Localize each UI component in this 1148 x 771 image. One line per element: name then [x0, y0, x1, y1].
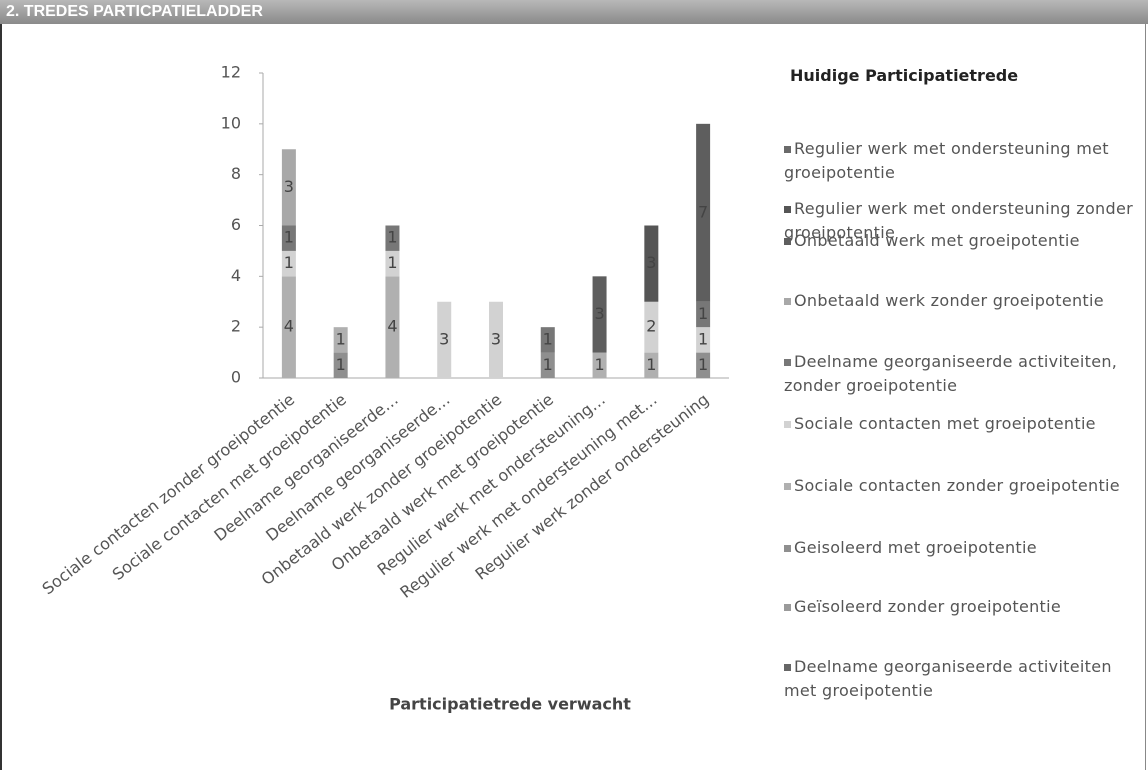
legend-title: Huidige Participatietrede — [790, 66, 1019, 85]
bar-segment — [333, 327, 348, 353]
legend-entry: Sociale contacten met groeipotentie — [784, 412, 1134, 436]
value-label: 4 — [387, 317, 397, 336]
value-label: 1 — [387, 228, 397, 247]
x-tick-label: Sociale contacten met groeipotentie — [109, 390, 350, 584]
bar-segment — [437, 301, 452, 378]
bar-segment — [540, 352, 555, 378]
legend-entry: Geïsoleerd zonder groeipotentie — [784, 595, 1134, 619]
y-tick-label: 4 — [231, 266, 241, 285]
bar-segment — [644, 225, 659, 302]
legend-swatch — [784, 483, 791, 490]
bar-segment — [592, 352, 607, 378]
y-tick-label: 2 — [231, 317, 241, 336]
legend-swatch — [784, 298, 791, 305]
legend-label: Geisoleerd met groeipotentie — [794, 538, 1037, 557]
legend-label: Regulier werk met ondersteuning met groe… — [784, 139, 1109, 182]
legend-entry: Regulier werk met ondersteuning zonder g… — [784, 197, 1134, 245]
value-label: 7 — [698, 202, 708, 221]
legend-label: Onbetaald werk met groeipotentie — [794, 231, 1080, 250]
legend-swatch — [784, 421, 791, 428]
legend-label: Geïsoleerd zonder groeipotentie — [794, 597, 1062, 616]
bar-segment — [281, 225, 296, 251]
legend-swatch — [784, 664, 791, 671]
y-tick-label: 10 — [221, 113, 241, 132]
legend-swatch — [784, 238, 791, 245]
bar-segment — [644, 301, 659, 353]
bar-segment — [696, 123, 711, 302]
value-label: 3 — [594, 304, 604, 323]
value-label: 1 — [284, 228, 294, 247]
y-tick-label: 12 — [221, 63, 241, 82]
value-label: 1 — [284, 253, 294, 272]
value-label: 3 — [439, 329, 449, 348]
legend-label: Regulier werk met ondersteuning zonder g… — [784, 199, 1133, 242]
bar-segment — [385, 276, 400, 378]
x-axis-label: Participatietrede verwacht — [389, 695, 631, 714]
legend-entry: Regulier werk met ondersteuning met groe… — [784, 137, 1134, 185]
bar-segment — [385, 225, 400, 251]
value-label: 1 — [698, 304, 708, 323]
bar-segment — [489, 301, 503, 378]
legend-swatch — [784, 206, 791, 213]
value-label: 3 — [284, 177, 294, 196]
bar-segment — [540, 327, 555, 353]
legend-label: Deelname georganiseerde activiteiten met… — [784, 657, 1112, 700]
value-label: 1 — [543, 329, 553, 348]
header-title: 2. TREDES PARTICPATIELADDER — [0, 0, 1148, 24]
value-label: 1 — [698, 329, 708, 348]
legend-label: Sociale contacten zonder groeipotentie — [794, 476, 1120, 495]
legend-entry: Onbetaald werk met groeipotentie — [784, 229, 1134, 253]
bar-segment — [333, 352, 348, 378]
value-label: 1 — [698, 355, 708, 374]
value-label: 1 — [336, 329, 346, 348]
value-label: 3 — [646, 253, 656, 272]
legend-entry: Geisoleerd met groeipotentie — [784, 536, 1134, 560]
value-label: 1 — [646, 355, 656, 374]
legend-swatch — [784, 545, 791, 552]
bar-segment — [281, 149, 296, 226]
legend-entry: Deelname georganiseerde activiteiten, zo… — [784, 350, 1134, 398]
value-label: 1 — [594, 355, 604, 374]
y-tick-label: 0 — [231, 368, 241, 387]
value-label: 4 — [284, 317, 294, 336]
y-tick-label: 8 — [231, 164, 241, 183]
bar-segment — [385, 250, 400, 277]
legend-label: Deelname georganiseerde activiteiten, zo… — [784, 352, 1118, 395]
bar-segment — [592, 276, 607, 353]
y-tick-label: 6 — [231, 215, 241, 234]
legend-entry: Sociale contacten zonder groeipotentie — [784, 474, 1134, 498]
legend-label: Onbetaald werk zonder groeipotentie — [794, 291, 1104, 310]
bar-segment — [696, 352, 711, 378]
legend-label: Sociale contacten met groeipotentie — [794, 414, 1096, 433]
bar-segment — [696, 327, 711, 353]
legend-swatch — [784, 359, 791, 366]
legend-entry: Onbetaald werk zonder groeipotentie — [784, 289, 1134, 313]
legend-swatch — [784, 146, 791, 153]
value-label: 1 — [336, 355, 346, 374]
panel — [0, 24, 1146, 770]
bar-segment — [281, 276, 296, 378]
bar-segment — [281, 250, 296, 277]
value-label: 2 — [646, 317, 656, 336]
value-label: 3 — [491, 329, 501, 348]
value-label: 1 — [387, 253, 397, 272]
legend-swatch — [784, 604, 791, 611]
bar-segment — [644, 352, 659, 378]
value-label: 1 — [543, 355, 553, 374]
bar-segment — [696, 301, 711, 328]
legend-entry: Deelname georganiseerde activiteiten met… — [784, 655, 1134, 703]
